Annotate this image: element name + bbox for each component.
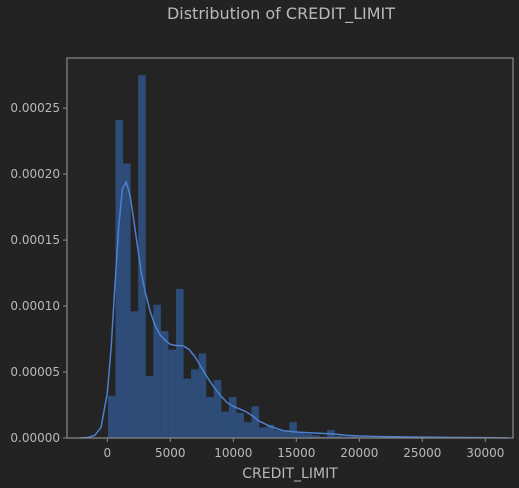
histogram-bar xyxy=(123,163,131,438)
histogram-bar xyxy=(236,412,245,438)
x-axis-title: CREDIT_LIMIT xyxy=(242,466,338,482)
histogram-bar xyxy=(107,395,116,438)
y-tick-label: 0.00000 xyxy=(10,431,60,445)
y-tick-label: 0.00005 xyxy=(10,365,60,379)
histogram-bar xyxy=(274,430,282,438)
plot-frame xyxy=(66,57,514,439)
histogram-bar xyxy=(175,288,184,438)
histogram-bar xyxy=(289,422,297,438)
x-tick-label: 0 xyxy=(103,446,111,460)
chart-title: Distribution of CREDIT_LIMIT xyxy=(167,4,395,24)
x-tick-label: 20000 xyxy=(340,446,378,460)
histogram-bar xyxy=(221,411,229,438)
histogram-bar xyxy=(198,353,207,438)
x-tick-label: 10000 xyxy=(214,446,252,460)
histogram-bar xyxy=(296,432,305,438)
histogram-bar xyxy=(115,120,124,438)
y-axis: 0.00000 0.00005 0.00010 0.00015 0.00020 0.000… xyxy=(10,101,67,445)
x-tick-label: 30000 xyxy=(466,446,504,460)
y-tick-label: 0.00010 xyxy=(10,299,60,313)
histogram-bar xyxy=(153,304,161,438)
x-tick-label: 25000 xyxy=(403,446,441,460)
histogram-bar xyxy=(304,434,313,438)
histogram-bar xyxy=(145,375,154,438)
x-axis: 0 5000 10000 15000 20000 25000 30000 xyxy=(103,438,504,460)
histogram-bar xyxy=(244,422,252,438)
histogram-bar xyxy=(206,397,214,438)
histogram-bar xyxy=(334,436,343,438)
histogram-bar xyxy=(160,331,169,439)
kde-line xyxy=(79,180,508,439)
histogram-bar xyxy=(183,378,192,439)
histogram-bar xyxy=(319,436,328,438)
histogram-bar xyxy=(266,424,275,438)
y-tick-label: 0.00015 xyxy=(10,233,60,247)
histogram-bar xyxy=(138,75,146,439)
histogram-bar xyxy=(191,369,199,438)
histogram-bar xyxy=(349,436,358,438)
histogram-bar xyxy=(251,406,260,438)
histogram-bar xyxy=(168,349,176,438)
histogram-bar xyxy=(342,436,350,438)
histogram-bar xyxy=(130,311,139,438)
x-tick-label: 5000 xyxy=(155,446,186,460)
histogram-bar xyxy=(213,379,222,438)
histogram-bar xyxy=(259,427,267,438)
histogram-bar xyxy=(228,397,237,438)
x-tick-label: 15000 xyxy=(277,446,315,460)
histogram-bars xyxy=(107,75,486,439)
histogram-bar xyxy=(281,431,290,438)
histogram-bar xyxy=(312,435,320,438)
y-tick-label: 0.00020 xyxy=(10,167,60,181)
y-tick-label: 0.00025 xyxy=(10,101,60,115)
